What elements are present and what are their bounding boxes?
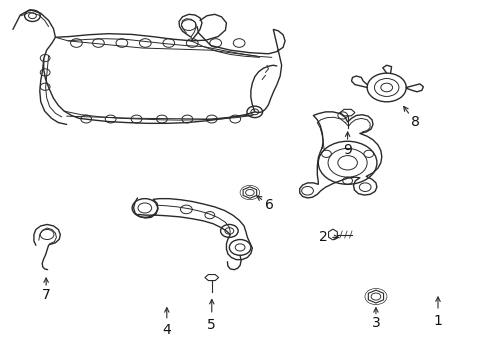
Text: 9: 9: [343, 143, 352, 157]
Text: 8: 8: [411, 115, 419, 129]
Text: 2: 2: [319, 230, 327, 244]
Text: 3: 3: [371, 316, 380, 330]
Text: 4: 4: [163, 323, 171, 337]
Text: 1: 1: [434, 314, 442, 328]
Text: 7: 7: [42, 288, 50, 302]
Text: 5: 5: [207, 318, 216, 332]
Text: 6: 6: [265, 198, 274, 212]
